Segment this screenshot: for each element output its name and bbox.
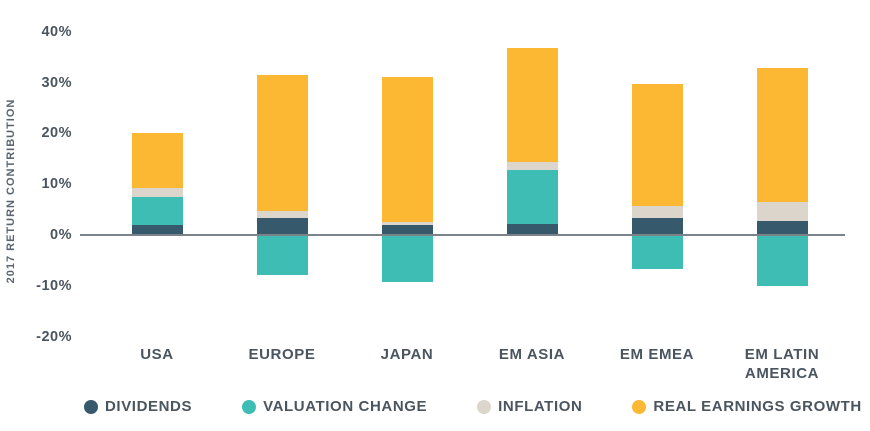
bar-segment [381, 224, 433, 235]
bar-segment [631, 235, 683, 270]
legend-item: REAL EARNINGS GROWTH [632, 398, 861, 415]
bar-segment [256, 74, 308, 211]
bar-segment [131, 187, 183, 198]
bar-segment [381, 76, 433, 223]
legend-item-label: REAL EARNINGS GROWTH [653, 398, 862, 415]
category-label: EM ASIA [498, 346, 566, 363]
bar-segment [756, 235, 808, 287]
bar-segment [756, 202, 808, 221]
bar-segment [631, 217, 683, 235]
bar-segment [131, 224, 183, 235]
bar-segment [256, 218, 308, 235]
legend-item: INFLATION [477, 398, 582, 415]
legend-item: DIVIDENDS [84, 398, 192, 415]
bar-segment [381, 222, 433, 225]
bar-segment [506, 48, 558, 162]
y-tick-label: -20% [36, 328, 72, 345]
legend-dot-icon [84, 399, 98, 414]
category-label: USA [140, 346, 174, 363]
y-tick-label: 30% [41, 74, 72, 91]
bar-segment [381, 235, 433, 283]
category-label: JAPAN [380, 346, 434, 363]
bar-segment [506, 170, 558, 224]
bar-segment [631, 205, 683, 218]
y-tick-label: -10% [36, 277, 72, 294]
legend-item-label: VALUATION CHANGE [263, 398, 428, 415]
legend-item-label: DIVIDENDS [105, 398, 193, 415]
bar-segment [256, 210, 308, 219]
category-label: EM EMEA [619, 346, 695, 363]
category-label: EM LATIN AMERICA [744, 346, 820, 382]
bar-segment [631, 84, 683, 206]
legend-dot-icon [632, 399, 647, 414]
bar-segment [131, 132, 183, 188]
bar-segment [756, 68, 808, 203]
legend-dot-icon [477, 399, 492, 414]
y-tick-label: 40% [41, 23, 72, 40]
bar-segment [256, 235, 308, 275]
legend-dot-icon [242, 399, 257, 414]
legend-item: VALUATION CHANGE [242, 398, 427, 415]
bar-segment [506, 223, 558, 235]
bar-segment [131, 197, 183, 225]
y-tick-label: 0% [50, 227, 72, 243]
legend: DIVIDENDS VALUATION CHANGE INFLATION REAL E… [84, 398, 862, 415]
y-tick-label: 10% [41, 176, 72, 193]
legend-item-label: INFLATION [498, 398, 583, 415]
bar-segment [756, 220, 808, 235]
x-axis-line [80, 234, 845, 236]
bar-segment [506, 161, 558, 171]
category-label: EUROPE [248, 346, 316, 363]
y-tick-label: 20% [41, 125, 72, 142]
